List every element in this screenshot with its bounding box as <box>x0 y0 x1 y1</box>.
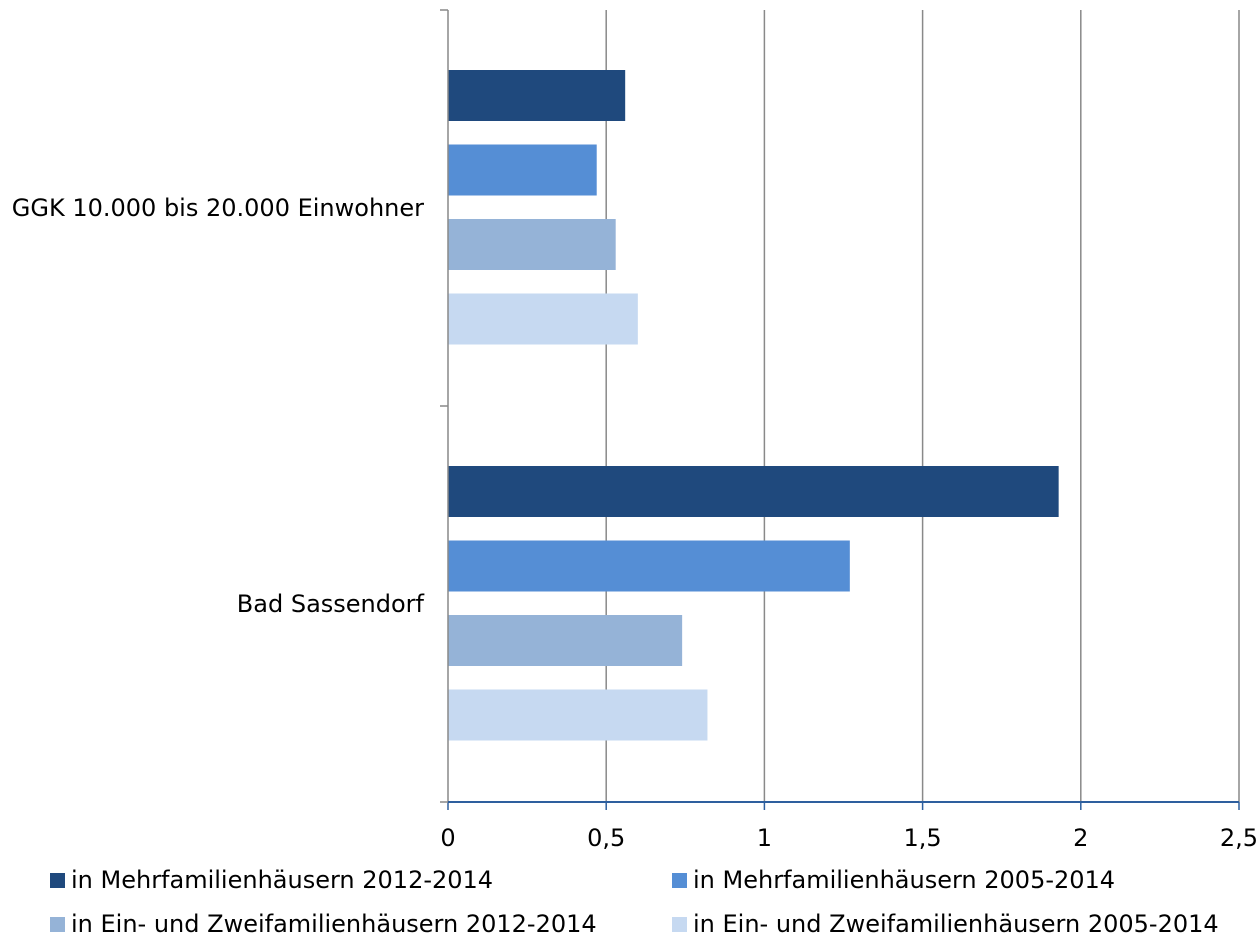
x-tick-label: 0 <box>440 824 455 852</box>
legend-label: in Mehrfamilienhäusern 2012-2014 <box>71 866 493 894</box>
legend-swatch <box>672 873 687 888</box>
bar <box>448 540 850 592</box>
legend-label: in Ein- und Zweifamilienhäusern 2012-201… <box>71 910 597 938</box>
bar <box>448 689 708 741</box>
x-tick-label: 1,5 <box>904 824 942 852</box>
bar <box>448 615 683 666</box>
category-label: Bad Sassendorf <box>237 590 425 618</box>
bar <box>448 466 1059 517</box>
bar <box>448 293 638 345</box>
legend-swatch <box>50 873 65 888</box>
legend-label: in Mehrfamilienhäusern 2005-2014 <box>693 866 1115 894</box>
category-label: GGK 10.000 bis 20.000 Einwohner <box>12 194 424 222</box>
legend-swatch <box>672 917 687 932</box>
bar <box>448 219 616 270</box>
axis-layer <box>440 9 1240 810</box>
bar <box>448 144 597 196</box>
legend-swatch <box>50 917 65 932</box>
x-tick-label: 0,5 <box>587 824 625 852</box>
bars-layer <box>448 70 1059 741</box>
x-tick-label: 1 <box>757 824 772 852</box>
grid-layer <box>605 10 1240 802</box>
legend-layer: in Mehrfamilienhäusern 2012-2014 in Mehrf… <box>50 866 1219 938</box>
bar <box>448 70 626 121</box>
legend-label: in Ein- und Zweifamilienhäusern 2005-201… <box>693 910 1219 938</box>
x-tick-label: 2,5 <box>1220 824 1258 852</box>
x-tick-label: 2 <box>1073 824 1088 852</box>
label-layer: 0 0,5 1 1,5 2 2,5 GGK 10.000 bis 20.000 Einwoh… <box>12 194 1258 852</box>
